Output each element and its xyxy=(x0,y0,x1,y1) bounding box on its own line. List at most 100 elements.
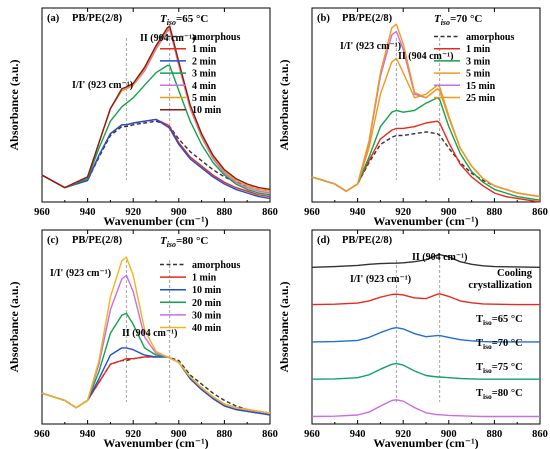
curve-label: crystallization xyxy=(468,280,532,291)
x-tick-label: 940 xyxy=(80,207,96,218)
panel-a: 960 940 920 900 880 860 Wavenumber (cm⁻¹) Absor… xyxy=(7,7,278,228)
x-tick-label: 940 xyxy=(350,429,366,440)
panel-b: 960 940 920 900 880 860 Wavenumber (cm⁻¹) Absor… xyxy=(277,7,548,228)
y-axis-title: Absorbance (a.u.) xyxy=(277,281,291,372)
x-tick-label: 860 xyxy=(262,429,278,440)
y-axis-title: Absorbance (a.u.) xyxy=(277,59,291,150)
series-line-5-min xyxy=(311,57,541,198)
series-line-40-min xyxy=(41,256,271,414)
series-line-25-min xyxy=(311,23,541,198)
sample-label: PB/PE(2/8) xyxy=(72,235,123,246)
x-tick-label: 880 xyxy=(217,207,233,218)
x-tick-label: 880 xyxy=(487,207,503,218)
x-tick-label: 960 xyxy=(304,429,320,440)
peak-label-ii: II (904 cm⁻¹) xyxy=(412,252,468,263)
series-line-tiso-80-c xyxy=(311,399,540,418)
series-line-tiso-65-c xyxy=(311,293,540,306)
legend-entry: amorphous xyxy=(466,32,514,43)
tiso-label: Tiso=65 °C xyxy=(160,13,208,27)
legend-entry: 20 min xyxy=(192,298,222,309)
x-tick-label: 860 xyxy=(262,207,278,218)
curve-label: Tiso=65 °C xyxy=(476,314,523,327)
sample-label: PB/PE(2/8) xyxy=(72,13,123,24)
legend-entry: 3 min xyxy=(466,56,491,67)
series-line-10-min xyxy=(41,347,271,416)
panel-label: (d) xyxy=(317,235,330,246)
x-tick-label: 960 xyxy=(304,207,320,218)
x-tick-label: 920 xyxy=(125,207,141,218)
panel-label: (a) xyxy=(47,13,60,24)
x-tick-label: 860 xyxy=(532,429,548,440)
series-line-tiso-75-c xyxy=(311,362,540,380)
peak-label-i: I/I' (923 cm⁻¹) xyxy=(72,80,133,91)
legend-entry: 4 min xyxy=(192,81,217,92)
legend-entry: 5 min xyxy=(192,93,217,104)
curve-label: Tiso=70 °C xyxy=(476,338,523,351)
sample-label: PB/PE(2/8) xyxy=(342,13,393,24)
series-line-tiso-70-c xyxy=(311,327,540,343)
tiso-label: Tiso=80 °C xyxy=(160,235,208,249)
x-tick-label: 920 xyxy=(395,207,411,218)
peak-label-ii: II (904 cm⁻¹) xyxy=(398,51,454,62)
legend-entry: 30 min xyxy=(192,310,222,321)
panel-label: (c) xyxy=(47,235,59,246)
sample-label: PB/PE(2/8) xyxy=(342,235,393,246)
y-axis-title: Absorbance (a.u.) xyxy=(7,281,21,372)
x-axis-title: Wavenumber (cm⁻¹) xyxy=(373,436,478,449)
legend-entry: 10 min xyxy=(192,105,222,116)
x-tick-label: 960 xyxy=(34,429,50,440)
legend-entry: 1 min xyxy=(192,273,217,284)
peak-label-ii: II (904 cm⁻¹) xyxy=(140,33,196,44)
legend-entry: 40 min xyxy=(192,323,222,334)
x-axis-title: Wavenumber (cm⁻¹) xyxy=(103,436,208,449)
tiso-label: Tiso=70 °C xyxy=(434,13,482,27)
series-line-30-min xyxy=(41,274,271,414)
series-line-3-min xyxy=(41,64,271,196)
legend-entry: 3 min xyxy=(192,69,217,80)
panel-c: 960 940 920 900 880 860 Wavenumber (cm⁻¹) Absor… xyxy=(7,229,278,449)
x-tick-label: 900 xyxy=(171,207,187,218)
x-tick-label: 920 xyxy=(125,429,141,440)
x-tick-label: 860 xyxy=(532,207,548,218)
series-line-4-min xyxy=(41,28,271,194)
legend-entry: 5 min xyxy=(466,69,491,80)
peak-label-i: I/I' (923 cm⁻¹) xyxy=(50,268,111,279)
y-axis-title: Absorbance (a.u.) xyxy=(7,59,21,150)
legend-entry: 25 min xyxy=(466,93,496,104)
panel-d: 960 940 920 900 880 860 Wavenumber (cm⁻¹) Absor… xyxy=(277,229,548,449)
x-tick-label: 920 xyxy=(395,429,411,440)
series-line-10-min xyxy=(41,25,271,191)
series-line-amorphous xyxy=(41,356,271,414)
series-line-cooling-crystallization xyxy=(311,253,541,268)
series-line-amorphous xyxy=(311,131,541,198)
curve-label: Tiso=75 °C xyxy=(476,362,523,375)
legend-entry: 2 min xyxy=(192,56,217,67)
legend-entry: 1 min xyxy=(192,44,217,55)
series-line-1-min xyxy=(311,120,541,203)
x-tick-label: 880 xyxy=(217,429,233,440)
legend-entry: 10 min xyxy=(192,285,222,296)
panel-label: (b) xyxy=(317,13,330,24)
x-axis-title: Wavenumber (cm⁻¹) xyxy=(373,214,478,228)
x-tick-label: 900 xyxy=(441,429,457,440)
legend-entry: amorphous xyxy=(192,260,240,271)
series-line-5-min xyxy=(41,27,271,192)
x-tick-label: 880 xyxy=(487,429,503,440)
x-tick-label: 900 xyxy=(441,207,457,218)
x-tick-label: 960 xyxy=(34,207,50,218)
series-line-2-min xyxy=(41,118,271,200)
legend-entry: 15 min xyxy=(466,81,496,92)
series-line-3-min xyxy=(311,97,541,201)
x-tick-label: 900 xyxy=(171,429,187,440)
x-axis-title: Wavenumber (cm⁻¹) xyxy=(103,214,208,228)
peak-label-i: I/I' (923 cm⁻¹) xyxy=(350,274,411,285)
legend-entry: amorphous xyxy=(192,32,240,43)
legend-entry: 1 min xyxy=(466,44,491,55)
curve-label: Tiso=80 °C xyxy=(476,388,523,401)
peak-label-ii: II (904 cm⁻¹) xyxy=(122,328,178,339)
x-tick-label: 940 xyxy=(80,429,96,440)
peak-label-i: I/I' (923 cm⁻¹) xyxy=(340,41,401,52)
curve-label: Cooling xyxy=(497,268,533,279)
x-tick-label: 940 xyxy=(350,207,366,218)
